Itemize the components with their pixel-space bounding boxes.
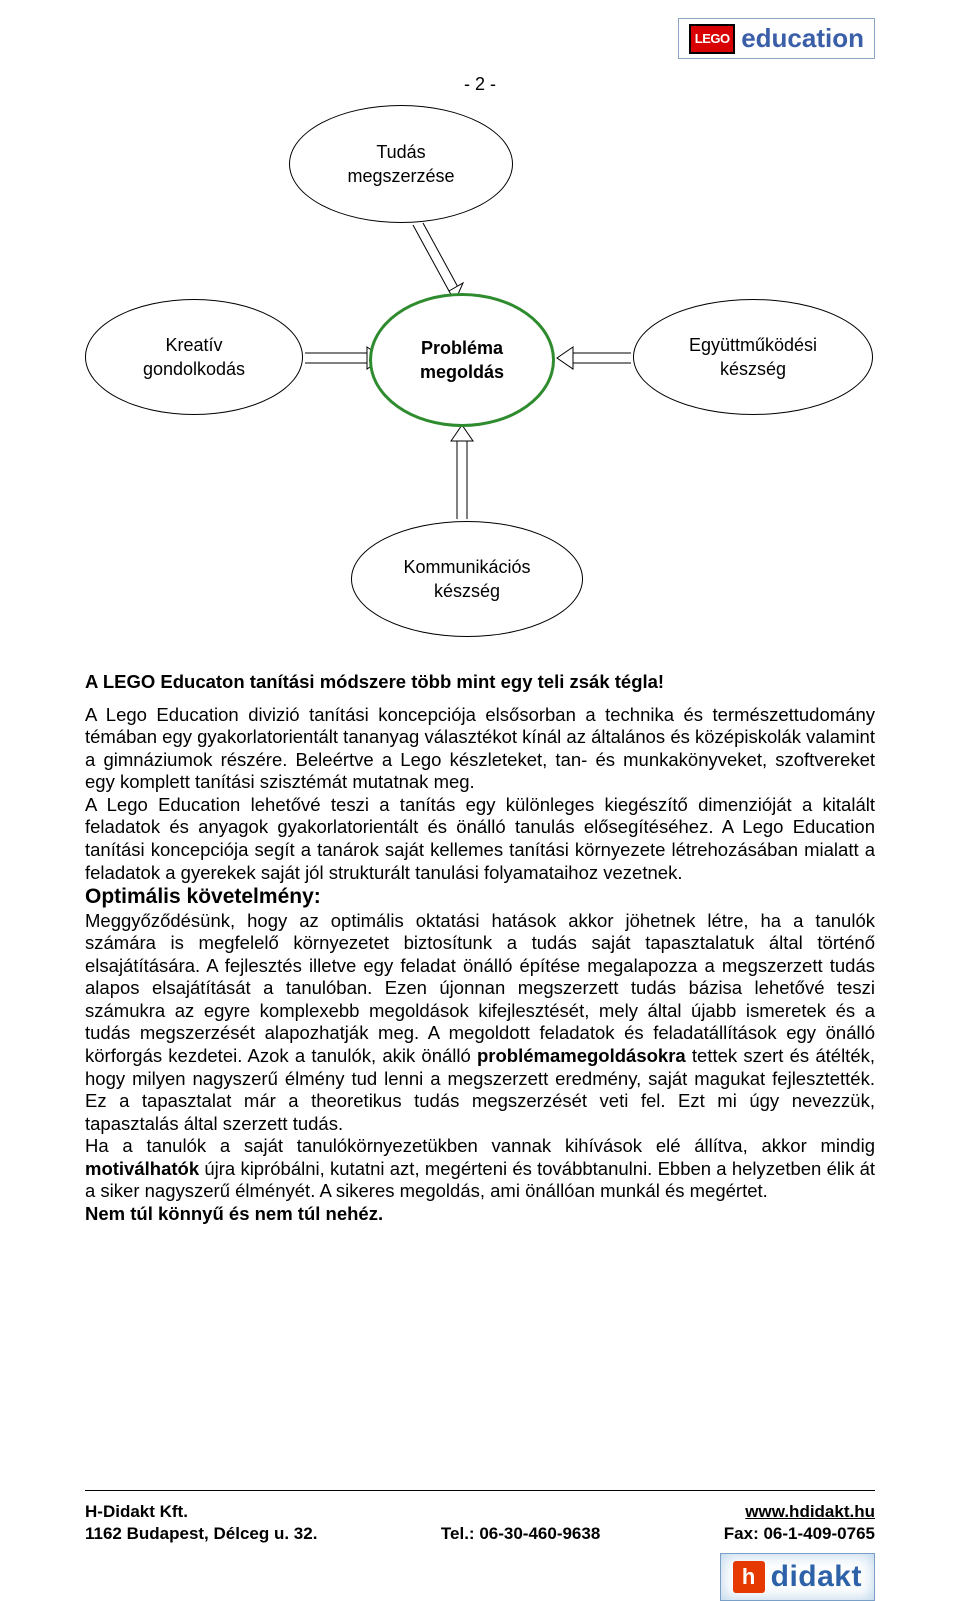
hdidakt-word: didakt (771, 1560, 862, 1594)
body-p5: Nem túl könnyű és nem túl nehéz. (85, 1203, 383, 1224)
node-right: Együttműködési készség (633, 299, 873, 415)
footer-company: H-Didakt Kft. (85, 1501, 188, 1523)
lego-education-logo: LEGO education (678, 18, 875, 59)
page-footer: H-Didakt Kft. www.hdidakt.hu 1162 Budape… (85, 1490, 875, 1545)
body-p3a: Meggyőződésünk, hogy az optimális oktatá… (85, 910, 875, 1066)
node-center-line2: megoldás (420, 360, 504, 384)
footer-tel: Tel.: 06-30-460-9638 (317, 1523, 723, 1545)
page-container: LEGO education - 2 - (0, 0, 960, 1585)
body-p1: A Lego Education divizió tanítási koncep… (85, 704, 875, 793)
footer-row-2: 1162 Budapest, Délceg u. 32. Tel.: 06-30… (85, 1523, 875, 1545)
body-p4a: Ha a tanulók a saját tanulókörnyezetükbe… (85, 1135, 875, 1156)
footer-url-link[interactable]: www.hdidakt.hu (745, 1502, 875, 1521)
body-heading: A LEGO Educaton tanítási módszere több m… (85, 671, 664, 692)
node-center-line1: Probléma (421, 336, 503, 360)
node-right-line2: készség (720, 357, 786, 381)
body-subhead: Optimális követelmény: (85, 885, 321, 908)
page-number: - 2 - (85, 74, 875, 95)
lego-brick-icon: LEGO (689, 24, 735, 54)
node-top-line1: Tudás (376, 140, 425, 164)
body-p4-bold: motiválhatók (85, 1158, 199, 1179)
node-left: Kreatív gondolkodás (85, 299, 303, 415)
node-bottom: Kommunikációs készség (351, 521, 583, 637)
body-p4b: újra kipróbálni, kutatni azt, megérteni … (85, 1158, 875, 1202)
node-left-line1: Kreatív (165, 333, 222, 357)
body-text: A LEGO Educaton tanítási módszere több m… (85, 671, 875, 1226)
node-bottom-line1: Kommunikációs (403, 555, 530, 579)
node-top-line2: megszerzése (347, 164, 454, 188)
node-bottom-line2: készség (434, 579, 500, 603)
footer-rule (85, 1490, 875, 1491)
footer-fax: Fax: 06-1-409-0765 (724, 1523, 875, 1545)
body-p3-bold: problémamegoldásokra (477, 1045, 686, 1066)
body-p2: A Lego Education lehetővé teszi a tanítá… (85, 794, 875, 883)
node-top: Tudás megszerzése (289, 105, 513, 223)
hdidakt-h-icon: h (733, 1561, 765, 1593)
node-right-line1: Együttműködési (689, 333, 817, 357)
node-center: Probléma megoldás (369, 293, 555, 427)
hdidakt-logo: h didakt (720, 1553, 875, 1601)
concept-diagram: Tudás megszerzése Kreatív gondolkodás Pr… (85, 101, 875, 661)
education-word: education (741, 23, 864, 54)
footer-address: 1162 Budapest, Délceg u. 32. (85, 1523, 317, 1545)
footer-row-1: H-Didakt Kft. www.hdidakt.hu (85, 1501, 875, 1523)
node-left-line2: gondolkodás (143, 357, 245, 381)
